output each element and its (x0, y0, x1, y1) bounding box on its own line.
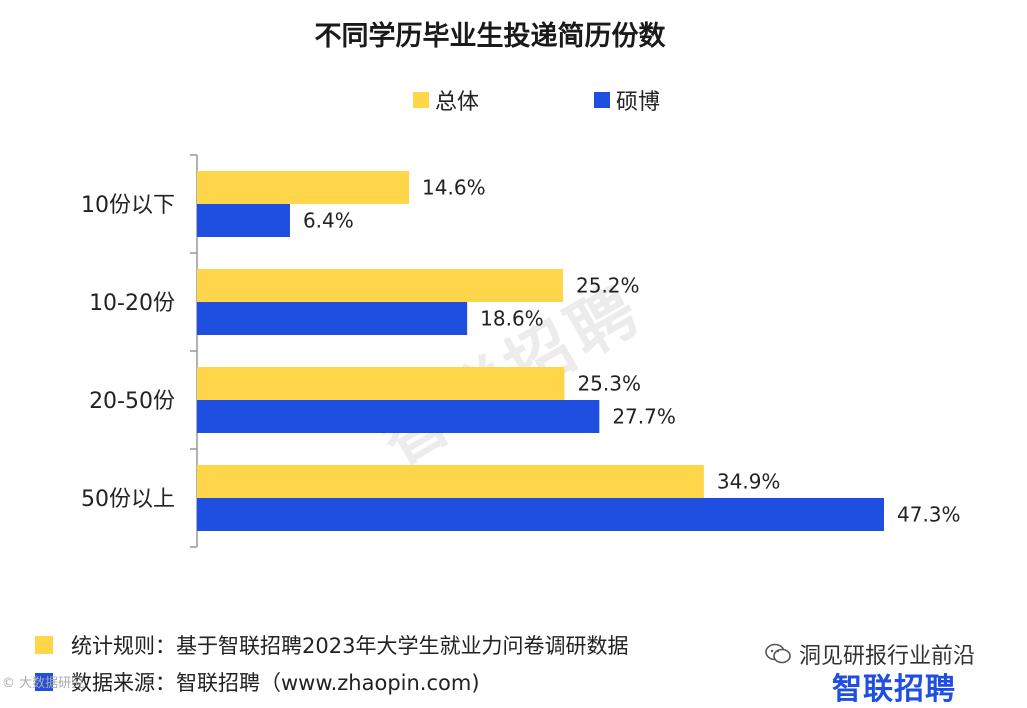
footer-rule-text: 统计规则：基于智联招聘2023年大学生就业力问卷调研数据 (71, 634, 629, 658)
bar-series-2 (197, 498, 884, 531)
wechat-account-tag: 洞见研报行业前沿 (765, 638, 975, 670)
chart-title: 不同学历毕业生投递简历份数 (314, 21, 666, 52)
category-label: 50份以上 (81, 487, 175, 512)
category-label: 10-20份 (89, 291, 175, 316)
bar-series-1 (197, 269, 564, 302)
bar-series-2 (197, 302, 468, 335)
data-label-series-2: 18.6% (480, 307, 544, 331)
footer-source-swatch (35, 673, 53, 691)
data-label-series-1: 14.6% (422, 176, 486, 200)
category-label: 10份以下 (81, 193, 175, 218)
category-label: 20-50份 (89, 389, 175, 414)
data-label-series-1: 25.2% (576, 274, 640, 298)
legend-label-series-1: 总体 (435, 90, 480, 115)
wechat-account-name: 洞见研报行业前沿 (799, 644, 976, 669)
data-label-series-1: 25.3% (577, 372, 641, 396)
legend-item-series-2: 硕博 (594, 84, 660, 116)
legend-swatch-series-2 (594, 92, 610, 108)
bar-series-1 (197, 465, 704, 498)
corner-watermark: © 大数据研究 (2, 676, 85, 691)
data-label-series-2: 47.3% (897, 503, 961, 527)
bar-series-2 (197, 204, 290, 237)
legend-item-series-1: 总体 (413, 84, 479, 116)
footer-rule-swatch (35, 636, 53, 654)
wechat-icon (765, 643, 791, 664)
bar-series-1 (197, 367, 565, 400)
legend-swatch-series-1 (413, 92, 429, 108)
legend-label-series-2: 硕博 (616, 90, 661, 115)
data-label-series-2: 6.4% (303, 209, 354, 233)
footer-rule-row: 统计规则：基于智联招聘2023年大学生就业力问卷调研数据 (35, 630, 628, 660)
data-label-series-1: 34.9% (717, 470, 781, 494)
bar-series-1 (197, 171, 410, 204)
footer-source-text: 数据来源：智联招聘（www.zhaopin.com) (71, 671, 480, 695)
data-label-series-2: 27.7% (612, 405, 676, 429)
footer-source-row: 数据来源：智联招聘（www.zhaopin.com) (35, 667, 480, 697)
brand-logo: 智联招聘 (832, 672, 956, 707)
bar-series-2 (197, 400, 600, 433)
